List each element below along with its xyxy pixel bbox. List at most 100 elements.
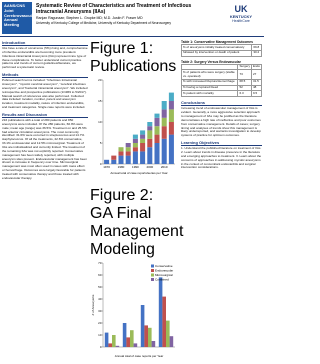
poster: AANS/CNS Joint Cerebrovascular Annual Me… xyxy=(0,0,264,358)
table-cell: 30.2 xyxy=(251,49,262,57)
table-cell: 69.8 xyxy=(251,44,262,51)
bar-segment xyxy=(132,151,138,164)
table-cell: 27 xyxy=(250,69,263,80)
section-heading: Learning Objectives xyxy=(181,140,262,147)
section-text: Increasing trend of endovascular managem… xyxy=(181,106,261,138)
table-title: Table 1: Conservative Management Outcome… xyxy=(181,40,253,44)
section-heading: Introduction xyxy=(2,40,88,46)
bar-segment xyxy=(161,101,167,110)
bar-segment xyxy=(154,113,160,118)
y-tick-label: 20 xyxy=(98,78,102,82)
chart: 0 10 20 30 40 50 60 70 # of Aneurysms Annual tota… xyxy=(91,261,175,358)
left-column: Introduction IIAs have a rate of occurren… xyxy=(2,38,88,183)
bar xyxy=(108,343,112,347)
figure-caption: Figure 1: Publications xyxy=(90,40,177,75)
bar xyxy=(130,330,134,347)
table-row: % of patients who were surgery (stable v… xyxy=(180,69,263,80)
y-tick-label: 30 xyxy=(98,309,102,313)
affiliation: University of Kentucky College of Medici… xyxy=(36,21,171,25)
section-heading: Results and Discussion xyxy=(2,112,88,119)
table-title: Table 2: Surgery Versus Endovascular xyxy=(181,59,241,64)
bar xyxy=(112,335,116,347)
bar-segment xyxy=(132,138,138,143)
bar-segment xyxy=(168,134,174,164)
bar-segment xyxy=(140,138,146,143)
bar-segment xyxy=(168,122,174,135)
bar-segment xyxy=(168,101,174,110)
x-tick-label: 1980 xyxy=(118,165,125,169)
right-column: Table 1: Conservative Management Outcome… xyxy=(180,38,263,172)
bar-segment xyxy=(118,147,124,152)
bar xyxy=(151,341,156,347)
legend-swatch xyxy=(151,269,154,272)
x-tick-label: 1990 xyxy=(132,165,139,169)
authors: Ranjan Ragunaan; Stephen L. Grupke MD; M… xyxy=(36,16,143,20)
bar-segment xyxy=(161,117,167,127)
table-row: followed by intervention or death of pat… xyxy=(180,49,262,57)
bar-segment xyxy=(111,155,117,160)
x-tick-label: 2000 xyxy=(146,165,153,169)
bar-segment xyxy=(161,126,167,139)
bar xyxy=(115,345,120,347)
section-text: IIAs have a rate of occurrence (5%) risi… xyxy=(2,46,88,70)
x-axis-label: Annual total of case reports/series per … xyxy=(110,171,167,175)
table-cell xyxy=(180,63,239,71)
bar-segment xyxy=(104,159,110,164)
table-cell: % of patients who were surgery (stable v… xyxy=(180,69,239,80)
bar xyxy=(148,327,152,347)
bar-segment xyxy=(111,159,117,164)
table: % of aneurysms initially treated conserv… xyxy=(180,44,262,57)
bar-segment xyxy=(154,117,160,127)
table: Surgery Endo% of patients who were surger… xyxy=(180,63,263,98)
logo-name: KENTUCKY xyxy=(229,14,253,19)
bar-segment xyxy=(147,147,153,164)
table-row: % patient with mortality 6.3 9.5 xyxy=(180,90,263,98)
bar-segment xyxy=(161,109,167,118)
middle-column: Figure 1: Publications 0 5 10 15 20 Annual tot… xyxy=(90,38,184,358)
bar-segment xyxy=(125,151,131,156)
legend-label: Microsurgical xyxy=(155,273,173,277)
bar-segment xyxy=(154,134,160,143)
legend-label: Conservative xyxy=(155,264,173,268)
bar-segment xyxy=(125,155,131,164)
y-tick-label: 10 xyxy=(98,120,102,124)
y-tick-label: 70 xyxy=(98,261,102,265)
section-heading: Methods xyxy=(2,72,88,79)
bar xyxy=(144,325,148,347)
bar xyxy=(104,332,109,347)
y-tick-label: 20 xyxy=(98,321,102,325)
bar-segment xyxy=(147,130,153,139)
bar xyxy=(140,305,145,347)
bar-segment xyxy=(132,143,138,148)
y-tick-label: 5 xyxy=(100,141,102,145)
bar-segment xyxy=(161,138,167,164)
bar xyxy=(169,336,174,347)
section-text: 1. Understand the published literature o… xyxy=(181,146,262,170)
y-tick-label: 60 xyxy=(98,273,102,277)
bar xyxy=(158,277,163,347)
table-cell: 73 xyxy=(237,69,252,80)
section-heading: Conclusions xyxy=(181,100,262,107)
x-tick-label: 2010 xyxy=(161,165,168,169)
legend-swatch xyxy=(151,278,154,281)
bar-segment xyxy=(147,122,153,127)
section-text: 216 publications with a total of 280 pat… xyxy=(2,118,87,180)
y-tick-label: 15 xyxy=(98,99,102,103)
table-cell: % of aneurysms initially treated conserv… xyxy=(180,44,253,51)
logo-sub: HealthCare xyxy=(232,19,250,23)
figure-caption: Figure 2: GA Final Management Modeling xyxy=(90,187,184,258)
bar-segment xyxy=(132,147,138,152)
bar-segment xyxy=(125,143,131,148)
header: AANS/CNS Joint Cerebrovascular Annual Me… xyxy=(0,0,264,37)
bar-segment xyxy=(154,126,160,135)
y-tick-label: 10 xyxy=(98,333,102,337)
bar-segment xyxy=(147,126,153,131)
table-cell: 6.3 xyxy=(237,90,252,98)
bar-segment xyxy=(132,134,138,139)
bar-segment xyxy=(154,143,160,164)
legend-swatch xyxy=(151,264,154,268)
table-cell: Endo xyxy=(250,63,263,71)
table-cell: followed by intervention or death of pat… xyxy=(180,49,253,57)
bar-segment xyxy=(125,147,131,152)
poster-title: Systematic Review of Characteristics and… xyxy=(36,3,192,15)
